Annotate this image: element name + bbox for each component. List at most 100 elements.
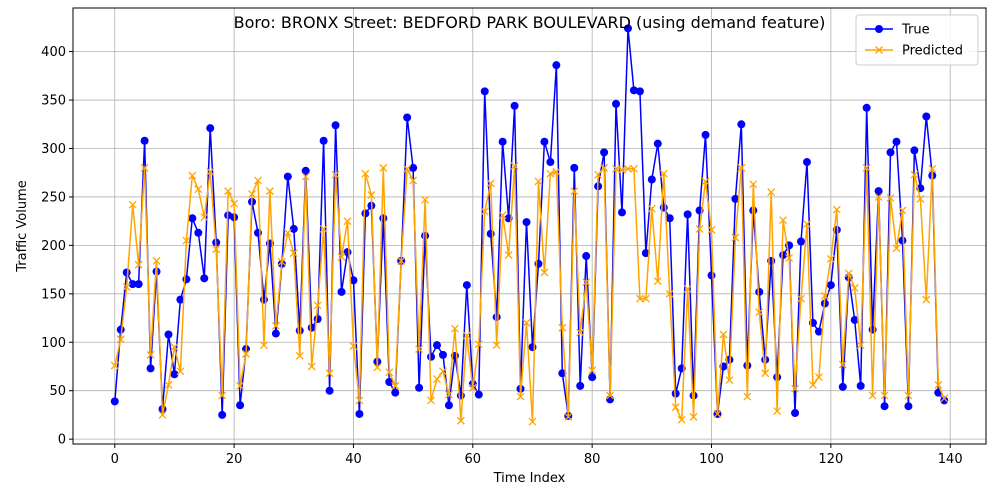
data-point-true <box>283 172 292 181</box>
data-point-true <box>385 377 394 386</box>
data-point-true <box>653 139 662 148</box>
data-point-true <box>558 369 567 378</box>
data-point-true <box>259 295 268 304</box>
data-point-predicted <box>922 295 931 304</box>
data-point-true <box>444 401 453 410</box>
data-point-true <box>337 287 346 296</box>
data-point-predicted <box>236 381 245 390</box>
data-point-true <box>910 146 919 155</box>
data-point-true <box>427 352 436 361</box>
data-point-predicted <box>731 233 740 242</box>
data-point-true <box>737 120 746 129</box>
data-point-predicted <box>582 278 591 287</box>
data-point-predicted <box>158 410 167 419</box>
plot-frame <box>72 7 987 445</box>
legend-marker <box>875 46 883 54</box>
data-point-predicted <box>433 375 441 384</box>
data-point-predicted <box>940 394 949 403</box>
data-point-predicted <box>659 169 668 178</box>
data-point-predicted <box>421 195 430 204</box>
data-point-predicted <box>313 301 322 310</box>
data-point-predicted <box>552 167 561 176</box>
data-point-true <box>588 373 597 382</box>
data-point-true <box>743 361 752 370</box>
data-point-true <box>540 137 549 146</box>
data-point-true <box>779 251 788 260</box>
legend-box <box>855 14 979 66</box>
data-point-predicted <box>361 169 370 178</box>
data-point-true <box>862 103 871 112</box>
data-point-true <box>182 275 191 284</box>
data-point-predicted <box>755 308 764 317</box>
data-point-true <box>874 187 883 196</box>
data-point-predicted <box>534 177 543 186</box>
data-point-predicted <box>325 369 334 378</box>
data-point-predicted <box>510 161 519 170</box>
data-point-true <box>880 402 889 411</box>
data-point-predicted <box>695 224 704 233</box>
data-point-true <box>665 214 674 223</box>
data-point-true <box>319 136 328 145</box>
data-point-predicted <box>409 176 418 185</box>
data-point-predicted <box>910 170 919 179</box>
data-point-true <box>731 194 740 203</box>
data-point-true <box>552 61 561 70</box>
data-point-predicted <box>439 367 447 376</box>
data-point-predicted <box>468 383 477 392</box>
data-point-predicted <box>265 187 274 196</box>
data-point-true <box>510 101 519 110</box>
data-point-predicted <box>629 164 638 173</box>
data-point-true <box>659 203 668 212</box>
data-point-true <box>403 113 412 122</box>
data-point-predicted <box>522 318 531 327</box>
data-point-true <box>128 280 137 289</box>
data-point-predicted <box>719 330 728 339</box>
data-point-true <box>379 214 388 223</box>
data-point-true <box>176 295 185 304</box>
data-point-predicted <box>665 289 674 298</box>
data-point-predicted <box>146 350 155 359</box>
y-tick-label: 0 <box>58 433 66 448</box>
y-tick-label: 250 <box>41 190 66 205</box>
data-point-predicted <box>749 180 758 189</box>
data-point-predicted <box>904 391 913 400</box>
data-point-true <box>528 343 537 352</box>
data-point-true <box>361 209 370 218</box>
data-point-predicted <box>456 416 465 425</box>
data-point-true <box>582 252 591 261</box>
data-point-true <box>271 329 280 338</box>
data-point-predicted <box>779 216 788 225</box>
data-point-predicted <box>486 179 495 188</box>
data-point-true <box>701 130 710 139</box>
data-point-predicted <box>737 163 746 172</box>
data-point-true <box>433 341 442 350</box>
data-point-predicted <box>122 283 131 291</box>
chart-title: Boro: BRONX Street: BEDFORD PARK BOULEVA… <box>234 13 826 32</box>
data-point-predicted <box>767 188 776 197</box>
data-point-predicted <box>528 417 537 426</box>
data-point-true <box>606 395 615 404</box>
data-point-predicted <box>170 343 179 352</box>
data-point-predicted <box>701 177 710 186</box>
data-point-predicted <box>164 380 173 389</box>
data-point-predicted <box>540 268 549 277</box>
axis-ticks: 0 20 40 60 80 100 120 140 0 50 100 150 200 250 300 350 4… <box>41 45 962 467</box>
legend-marker <box>875 25 883 33</box>
data-point-true <box>791 408 800 417</box>
data-point-predicted <box>820 291 829 300</box>
y-tick-label: 400 <box>41 45 66 60</box>
x-axis-title: Time Index <box>493 471 566 486</box>
data-point-predicted <box>462 331 471 340</box>
data-point-predicted <box>492 341 501 350</box>
data-point-true <box>331 121 340 130</box>
data-point-predicted <box>826 254 835 263</box>
data-point-true <box>415 383 424 392</box>
data-point-predicted <box>307 362 316 371</box>
data-point-true <box>850 315 859 324</box>
data-point-predicted <box>832 205 841 214</box>
data-point-true <box>838 382 847 391</box>
data-point-predicted <box>110 361 119 370</box>
data-point-predicted <box>498 211 507 220</box>
data-point-predicted <box>444 390 453 399</box>
